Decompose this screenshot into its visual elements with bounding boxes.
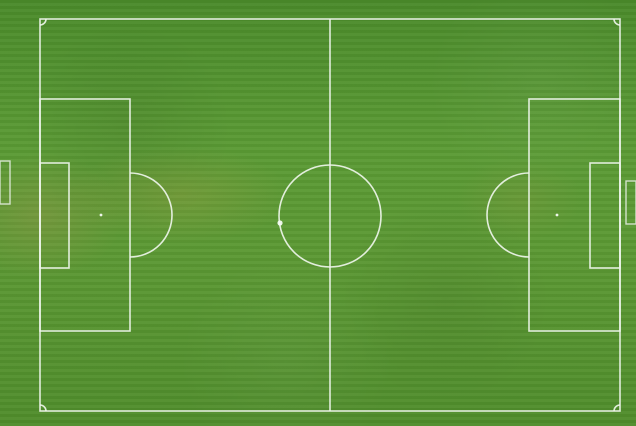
right-goal-area bbox=[589, 162, 621, 269]
right-penalty-arc bbox=[486, 172, 530, 258]
right-goal bbox=[625, 180, 636, 225]
corner-arc-top-left bbox=[39, 18, 47, 26]
left-goal bbox=[0, 160, 11, 205]
right-penalty-spot bbox=[555, 213, 559, 217]
corner-arc-bottom-left bbox=[39, 404, 47, 412]
left-penalty-arc bbox=[129, 172, 173, 258]
corner-arc-top-right bbox=[613, 18, 621, 26]
left-goal-area bbox=[39, 162, 70, 269]
left-penalty-spot bbox=[99, 213, 103, 217]
ball bbox=[277, 220, 283, 226]
left-penalty-area bbox=[39, 98, 131, 332]
right-penalty-area bbox=[528, 98, 621, 332]
corner-arc-bottom-right bbox=[613, 404, 621, 412]
center-circle bbox=[278, 164, 382, 268]
